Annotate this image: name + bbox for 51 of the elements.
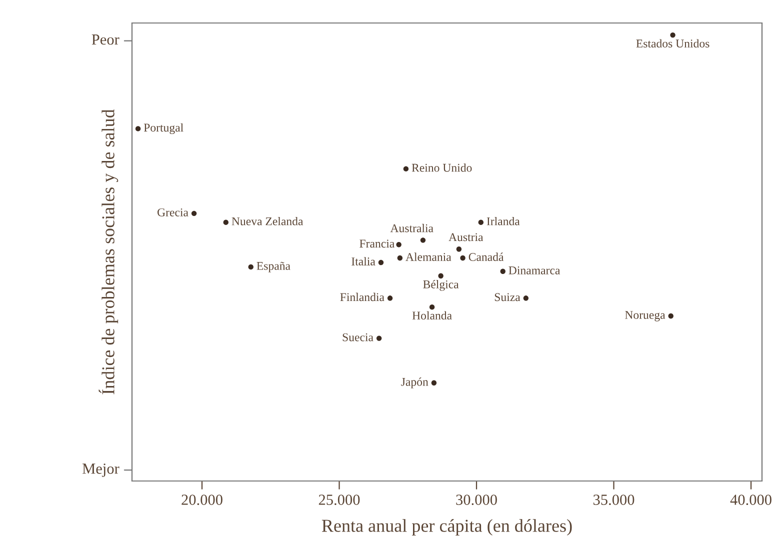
point [460,255,466,261]
annotation: Francia [360,240,394,248]
x-tick-label: 25.000 [318,494,360,506]
y-axis-title: Índice de problemas sociales y de salud [98,109,118,394]
x-tick-label: 20.000 [182,494,222,506]
point [223,220,228,225]
point [191,210,197,216]
point [376,336,382,341]
annotation: Suiza [494,293,520,302]
point [135,126,141,132]
point [500,268,506,274]
text: Mejor [82,464,120,477]
annotation: Noruega [625,311,666,322]
point [478,220,484,225]
x-tick-label: 35.000 [593,494,634,506]
annotation: España [256,262,290,272]
point [387,296,393,301]
annotation: Finlandia [340,292,384,302]
point [431,380,437,386]
annotation: Estados Unidos [636,39,710,48]
annotation: Alemania [406,252,452,261]
annotation: Portugal [144,123,184,134]
annotation: Canadá [468,252,504,261]
x-tick-label: 30.000 [456,494,497,506]
point [420,238,426,243]
annotation: Bélgica [423,280,459,291]
annotation: Grecia [158,208,188,216]
annotation: Dinamarca [508,266,560,274]
annotation: Australia [390,224,434,232]
annotation: Nueva Zelanda [232,216,304,226]
point [456,246,462,252]
point [396,242,402,248]
point [397,255,403,261]
point [403,166,409,172]
annotation: Austria [448,233,484,242]
x-tick-label: 40.000 [730,494,772,506]
annotation: Italia [352,257,376,266]
point [248,264,254,270]
annotation: Holanda [412,311,452,320]
point [668,313,674,319]
annotation: Reino Unido [412,163,472,172]
annotation: Suecia [342,333,374,342]
point [523,296,529,301]
point [429,304,435,310]
annotation: Irlanda [486,216,520,226]
annotation: Japón [401,378,428,388]
point [670,32,676,38]
text: Peor [92,34,120,45]
x-axis-title: Renta anual per cápita (en dólares) [322,519,572,536]
point [378,260,384,266]
point [438,273,444,278]
